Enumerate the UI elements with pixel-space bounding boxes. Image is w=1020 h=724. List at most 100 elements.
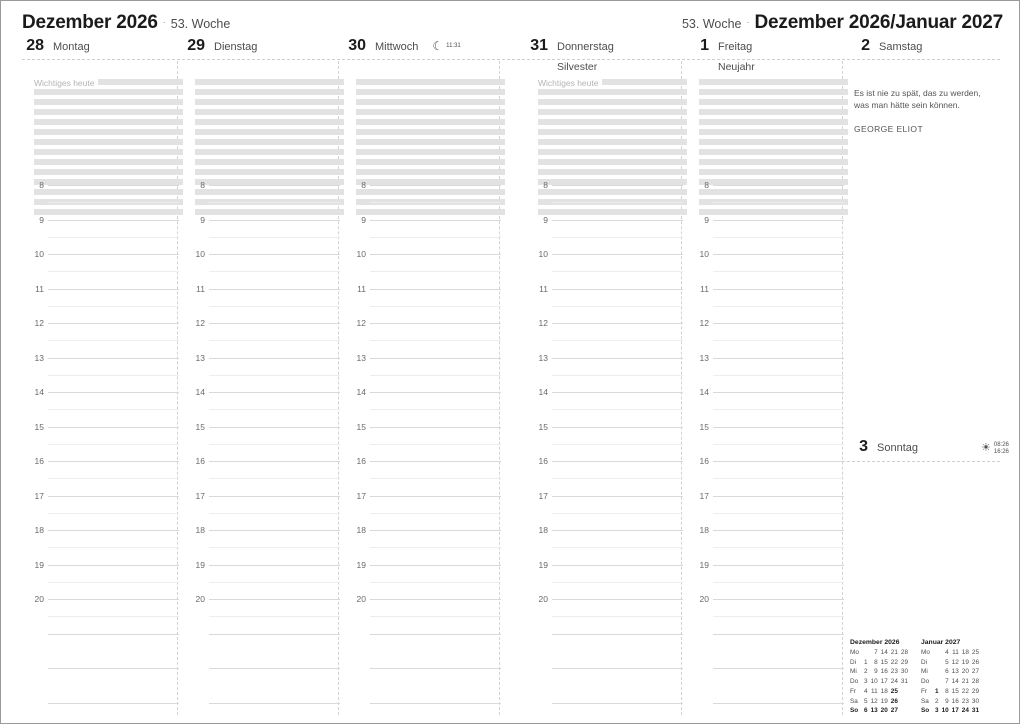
- notes-line[interactable]: [195, 89, 344, 95]
- mini-calendar-date[interactable]: 22: [890, 658, 898, 666]
- hour-row[interactable]: 16: [344, 456, 505, 496]
- notes-line[interactable]: [34, 129, 183, 135]
- notes-line[interactable]: [699, 189, 848, 195]
- notes-line[interactable]: [356, 209, 505, 215]
- notes-block[interactable]: [538, 79, 687, 219]
- mini-calendar-date[interactable]: 24: [961, 707, 969, 715]
- hour-row[interactable]: 20: [687, 594, 848, 634]
- hour-row[interactable]: 11: [22, 284, 183, 324]
- extra-row[interactable]: [22, 668, 183, 703]
- mini-calendar-date[interactable]: 7: [945, 678, 949, 686]
- mini-calendar-date[interactable]: [898, 706, 908, 716]
- notes-line[interactable]: [195, 119, 344, 125]
- mini-calendar-date[interactable]: 4: [945, 649, 949, 656]
- hour-row[interactable]: 11: [183, 284, 344, 324]
- notes-line[interactable]: [538, 179, 687, 185]
- mini-calendar-date[interactable]: 2: [935, 697, 939, 705]
- hour-row[interactable]: 17: [22, 491, 183, 531]
- mini-calendar-date[interactable]: 7: [874, 649, 878, 656]
- notes-line[interactable]: [34, 189, 183, 195]
- hour-row[interactable]: 12: [22, 318, 183, 358]
- notes-line[interactable]: [195, 189, 344, 195]
- day-header-samstag[interactable]: 2 Samstag: [848, 37, 922, 59]
- notes-line[interactable]: [356, 89, 505, 95]
- notes-block[interactable]: [699, 79, 848, 219]
- notes-line[interactable]: [538, 89, 687, 95]
- mini-calendar-date[interactable]: 29: [971, 687, 979, 695]
- hour-row[interactable]: 10: [687, 249, 848, 289]
- hour-row[interactable]: 11: [344, 284, 505, 324]
- mini-calendar-date[interactable]: [898, 687, 908, 697]
- notes-line[interactable]: [699, 169, 848, 175]
- notes-line[interactable]: [538, 159, 687, 165]
- notes-line[interactable]: [34, 119, 183, 125]
- notes-line[interactable]: [195, 159, 344, 165]
- extra-row[interactable]: [526, 633, 687, 669]
- mini-calendar-date[interactable]: 10: [870, 678, 878, 686]
- notes-line[interactable]: [356, 179, 505, 185]
- mini-calendar-date[interactable]: 14: [880, 649, 888, 656]
- notes-line[interactable]: [538, 169, 687, 175]
- hour-row[interactable]: 12: [183, 318, 344, 358]
- mini-calendar-date[interactable]: 16: [880, 668, 888, 676]
- notes-line[interactable]: [195, 169, 344, 175]
- hour-grid[interactable]: 8 9 10 11 12 13 14 15 16 17 18 19 20: [526, 180, 687, 724]
- notes-line[interactable]: [34, 159, 183, 165]
- hour-row[interactable]: 19: [687, 560, 848, 600]
- sunday-header[interactable]: 3 Sonntag ☀ 08:26 16:26: [846, 438, 1009, 456]
- mini-calendar-date[interactable]: 17: [880, 678, 888, 686]
- mini-calendar-date[interactable]: 5: [945, 658, 949, 666]
- notes-line[interactable]: [34, 89, 183, 95]
- mini-calendar-date[interactable]: 18: [961, 649, 969, 656]
- hour-row[interactable]: 16: [687, 456, 848, 496]
- hour-row[interactable]: 20: [526, 594, 687, 634]
- extra-row[interactable]: [22, 702, 183, 724]
- notes-line[interactable]: [195, 199, 344, 205]
- mini-calendar-date[interactable]: 16: [951, 697, 959, 705]
- notes-line[interactable]: [356, 79, 505, 85]
- mini-calendar-date[interactable]: 9: [874, 668, 878, 676]
- extra-row[interactable]: [344, 702, 505, 724]
- notes-line[interactable]: [538, 209, 687, 215]
- hour-row[interactable]: 9: [183, 215, 344, 255]
- hour-row[interactable]: 17: [344, 491, 505, 531]
- hour-row[interactable]: 15: [344, 422, 505, 462]
- hour-row[interactable]: 20: [183, 594, 344, 634]
- notes-line[interactable]: [699, 119, 848, 125]
- extra-row[interactable]: [183, 668, 344, 703]
- mini-calendar-date[interactable]: 12: [870, 697, 878, 705]
- notes-line[interactable]: [34, 99, 183, 105]
- hour-row[interactable]: 13: [183, 353, 344, 393]
- notes-line[interactable]: [34, 139, 183, 145]
- notes-line[interactable]: [34, 149, 183, 155]
- mini-calendar-date[interactable]: 11: [871, 687, 878, 695]
- hour-row[interactable]: 15: [687, 422, 848, 462]
- day-column-freitag[interactable]: 8 9 10 11 12 13 14 15 16 17 18 19 20: [687, 79, 848, 715]
- mini-calendar-date[interactable]: 15: [951, 687, 959, 695]
- extra-row[interactable]: [687, 702, 848, 724]
- hour-row[interactable]: 8: [22, 180, 183, 220]
- mini-calendar-date[interactable]: 27: [971, 668, 979, 676]
- hour-row[interactable]: 16: [183, 456, 344, 496]
- mini-calendar-date[interactable]: 27: [890, 707, 898, 715]
- mini-calendar-date[interactable]: 29: [900, 658, 908, 666]
- mini-calendar-date[interactable]: 2: [864, 668, 868, 676]
- mini-calendar-date[interactable]: 15: [880, 658, 888, 666]
- mini-calendar-date[interactable]: 18: [880, 687, 888, 695]
- mini-calendar-date[interactable]: 11: [952, 649, 959, 656]
- hour-row[interactable]: 14: [22, 387, 183, 427]
- mini-calendar-date[interactable]: 13: [951, 668, 959, 676]
- hour-row[interactable]: 17: [687, 491, 848, 531]
- notes-line[interactable]: [699, 159, 848, 165]
- hour-row[interactable]: 9: [344, 215, 505, 255]
- hour-grid[interactable]: 8 9 10 11 12 13 14 15 16 17 18 19 20: [22, 180, 183, 724]
- notes-line[interactable]: [195, 149, 344, 155]
- mini-calendar-date[interactable]: 19: [961, 658, 969, 666]
- notes-line[interactable]: [34, 209, 183, 215]
- notes-line[interactable]: [195, 99, 344, 105]
- extra-row[interactable]: [344, 633, 505, 669]
- mini-calendar-date[interactable]: 25: [890, 687, 898, 695]
- hour-row[interactable]: 14: [526, 387, 687, 427]
- day-header-dienstag[interactable]: 29 Dienstag: [183, 37, 257, 59]
- notes-line[interactable]: [356, 119, 505, 125]
